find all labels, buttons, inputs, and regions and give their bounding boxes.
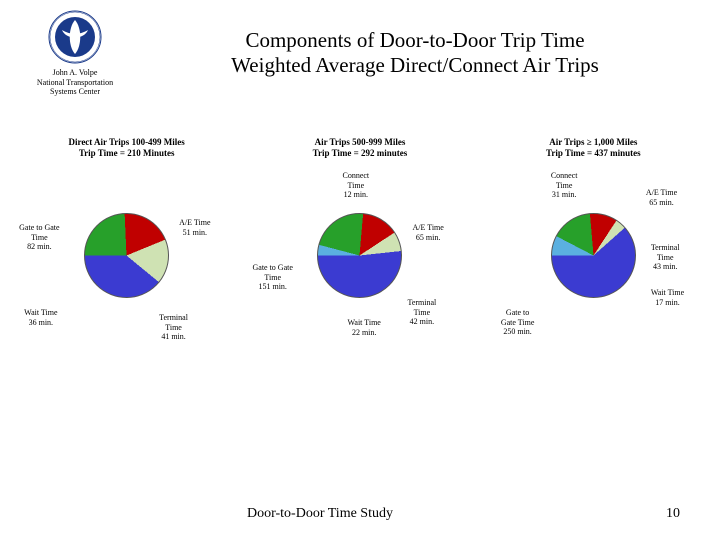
- pie-chart: Air Trips 500-999 Miles Trip Time = 292 …: [247, 137, 472, 349]
- pie-wrap: Connect Time 31 min. A/E Time 65 min. Term…: [481, 168, 706, 348]
- chart-title: Direct Air Trips 100-499 Miles Trip Time…: [14, 137, 239, 159]
- page-title: Components of Door-to-Door Trip Time Wei…: [130, 10, 700, 78]
- pie-wrap: Connect Time 12 min. A/E Time 65 min. Term…: [247, 168, 472, 348]
- title-line-2: Weighted Average Direct/Connect Air Trip…: [130, 53, 700, 78]
- pie-wrap: A/E Time 51 min. Terminal Time 41 min. Wai…: [14, 168, 239, 348]
- slice-label: Connect Time 12 min.: [342, 171, 369, 199]
- slice-label: Wait Time 22 min.: [347, 318, 380, 336]
- header: John A. Volpe National Transportation Sy…: [0, 0, 720, 97]
- slice-label: Gate to Gate Time 250 min.: [501, 308, 535, 336]
- slice-label: Gate to Gate Time 82 min.: [19, 223, 59, 251]
- logo-block: John A. Volpe National Transportation Sy…: [20, 10, 130, 97]
- slice-label: Wait Time 17 min.: [651, 288, 684, 306]
- slice-label: Connect Time 31 min.: [551, 171, 578, 199]
- footer-study: Door-to-Door Time Study: [0, 506, 640, 522]
- pie: [551, 213, 636, 298]
- footer-page: 10: [640, 506, 680, 522]
- logo-text-1: John A. Volpe: [20, 68, 130, 78]
- slice-label: A/E Time 65 min.: [412, 223, 443, 241]
- dot-logo-icon: [48, 10, 102, 64]
- chart-title: Air Trips ≥ 1,000 Miles Trip Time = 437 …: [481, 137, 706, 159]
- chart-title: Air Trips 500-999 Miles Trip Time = 292 …: [247, 137, 472, 159]
- footer: Door-to-Door Time Study 10: [0, 506, 720, 522]
- slice-label: A/E Time 65 min.: [646, 188, 677, 206]
- slice-label: Gate to Gate Time 151 min.: [252, 263, 292, 291]
- pie-chart: Direct Air Trips 100-499 Miles Trip Time…: [14, 137, 239, 349]
- pie: [317, 213, 402, 298]
- charts-row: Direct Air Trips 100-499 Miles Trip Time…: [0, 137, 720, 349]
- slice-label: A/E Time 51 min.: [179, 218, 210, 236]
- pie: [84, 213, 169, 298]
- title-line-1: Components of Door-to-Door Trip Time: [130, 28, 700, 53]
- pie-chart: Air Trips ≥ 1,000 Miles Trip Time = 437 …: [481, 137, 706, 349]
- slice-label: Wait Time 36 min.: [24, 308, 57, 326]
- logo-text-3: Systems Center: [20, 87, 130, 97]
- slice-label: Terminal Time 43 min.: [651, 243, 680, 271]
- logo-text-2: National Transportation: [20, 78, 130, 88]
- slice-label: Terminal Time 42 min.: [407, 298, 436, 326]
- slice-label: Terminal Time 41 min.: [159, 313, 188, 341]
